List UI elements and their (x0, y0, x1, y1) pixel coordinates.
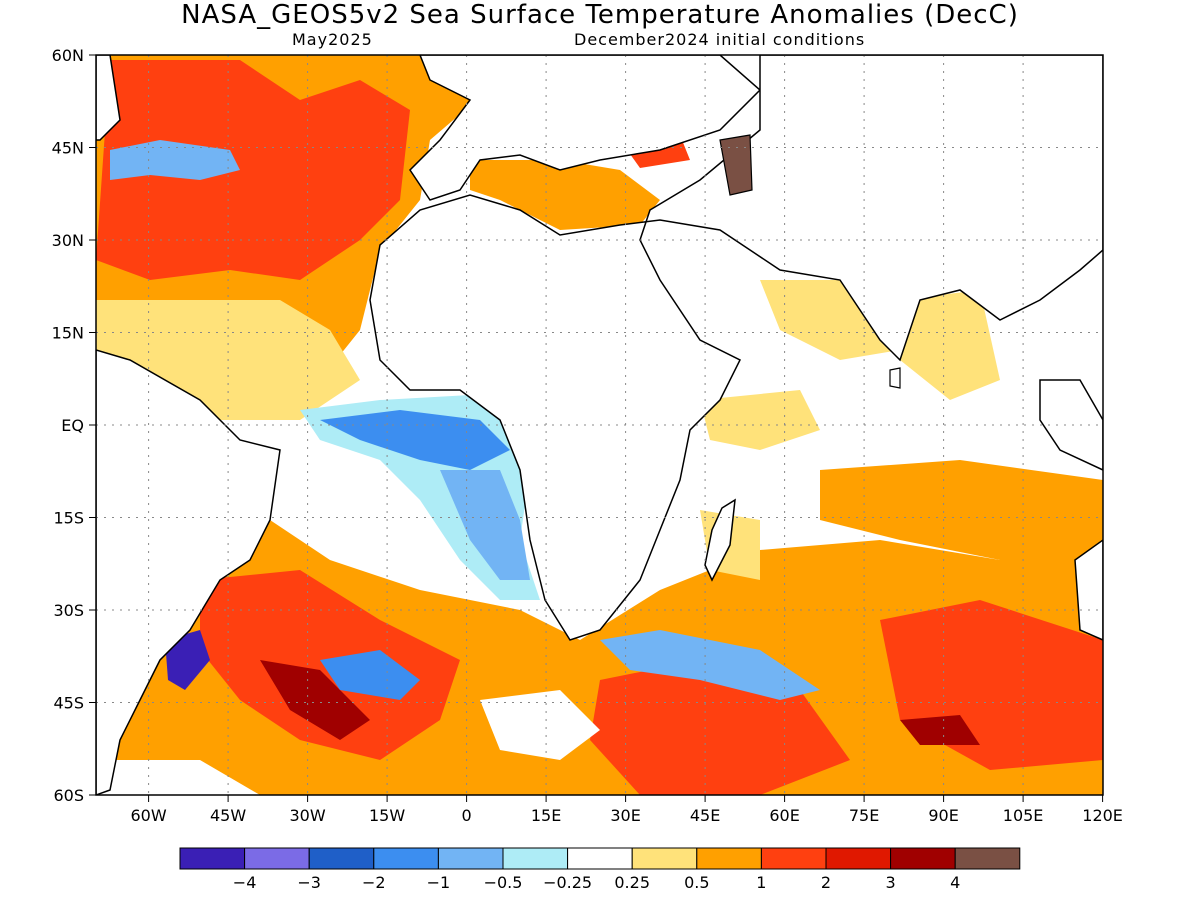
longitude-labels: 60W 45W 30W 15W 0 15E 30E 45E 60E 75E 90… (131, 806, 1123, 825)
land-australia (1074, 539, 1103, 641)
southern-ocean-white-gaps (96, 760, 260, 795)
lon-label: 0 (462, 806, 472, 825)
lon-label: 105E (1003, 806, 1044, 825)
latitude-labels: 60N 45N 30N 15N EQ 15S 30S 45S 60S (52, 46, 84, 805)
colorbar-label: −0.25 (543, 873, 592, 892)
colorbar-swatch (373, 847, 439, 870)
grid-lines (96, 55, 1103, 795)
lon-label: 60W (131, 806, 167, 825)
land-southeast-asia (1039, 379, 1103, 471)
colorbar-label: −4 (233, 873, 257, 892)
lat-label: 60N (52, 46, 84, 65)
indian-ocean-warm-band (820, 460, 1103, 560)
lat-label: 15S (53, 509, 84, 528)
north-atlantic-hot-area (96, 60, 410, 280)
lon-label: 60E (769, 806, 799, 825)
colorbar-swatch (696, 847, 762, 870)
lat-label: 30N (52, 231, 84, 250)
mediterranean-warm (470, 160, 660, 230)
colorbar-label: 0.25 (614, 873, 650, 892)
colorbar-swatch (437, 847, 504, 870)
lat-label: 15N (52, 324, 84, 343)
north-atlantic-cool-spot (110, 140, 240, 180)
subtitle-month: May2025 (292, 30, 373, 49)
colorbar-label: 4 (950, 873, 960, 892)
lon-label: 120E (1082, 806, 1123, 825)
colorbar-swatch (631, 847, 698, 870)
colorbar-label: 0.5 (684, 873, 709, 892)
colorbar-swatch (244, 847, 310, 870)
land-africa-arabia-asia (369, 55, 1103, 641)
bay-of-bengal-mild (900, 290, 1000, 400)
indian-ocean-mild-patch (700, 390, 820, 450)
colorbar-label: −0.5 (484, 873, 523, 892)
colorbar-label: −1 (427, 873, 451, 892)
colorbar-label: −2 (362, 873, 386, 892)
colorbar-label: 1 (756, 873, 766, 892)
lon-label: 45W (210, 806, 246, 825)
south-indian-very-hot (900, 715, 980, 745)
southern-ocean-cool-eddies-2 (320, 650, 420, 700)
lon-label: 15W (369, 806, 405, 825)
equatorial-atlantic-cold-core (320, 410, 510, 470)
lon-label: 30E (610, 806, 640, 825)
colorbar-label: 3 (886, 873, 896, 892)
colorbar-swatch (179, 847, 246, 870)
colorbar-label: −3 (297, 873, 321, 892)
tick-marks (89, 54, 1104, 802)
angola-cool-band (440, 470, 530, 580)
colorbar-swatch (760, 847, 827, 870)
land-sri-lanka (889, 367, 901, 389)
south-atlantic-very-hot (260, 660, 370, 740)
lon-label: 75E (849, 806, 879, 825)
lon-label: 30W (290, 806, 326, 825)
colorbar-swatch (954, 847, 1021, 870)
lon-label: 45E (690, 806, 720, 825)
anomaly-field (96, 55, 1103, 795)
land-north-america (96, 55, 121, 141)
brazil-malvinas-cold-spot (165, 630, 210, 690)
southern-ocean-white-gaps-2 (480, 690, 600, 760)
colorbar-swatch (890, 847, 956, 870)
southern-ocean-cool-eddies (600, 630, 820, 700)
colorbar-swatch (502, 847, 569, 870)
colorbar: −4 −3 −2 −1 −0.5 −0.25 0.25 0.5 1 2 3 4 (179, 847, 1021, 892)
lon-label: 90E (928, 806, 958, 825)
lat-label: EQ (61, 416, 84, 435)
lon-label: 15E (531, 806, 561, 825)
lat-label: 30S (53, 601, 84, 620)
lat-label: 60S (53, 786, 84, 805)
map-title: NASA_GEOS5v2 Sea Surface Temperature Ano… (181, 0, 1019, 30)
land-europe (409, 55, 762, 201)
land-caspian-sea (719, 134, 753, 196)
subtitle-initial-conditions: December2024 initial conditions (574, 30, 866, 49)
lat-label: 45S (53, 694, 84, 713)
colorbar-swatch (825, 847, 892, 870)
colorbar-label: 2 (821, 873, 831, 892)
land-south-america (96, 349, 281, 795)
land-madagascar (704, 498, 736, 582)
colorbar-swatch (308, 847, 375, 870)
colorbar-swatch (567, 847, 633, 870)
lat-label: 45N (52, 139, 84, 158)
